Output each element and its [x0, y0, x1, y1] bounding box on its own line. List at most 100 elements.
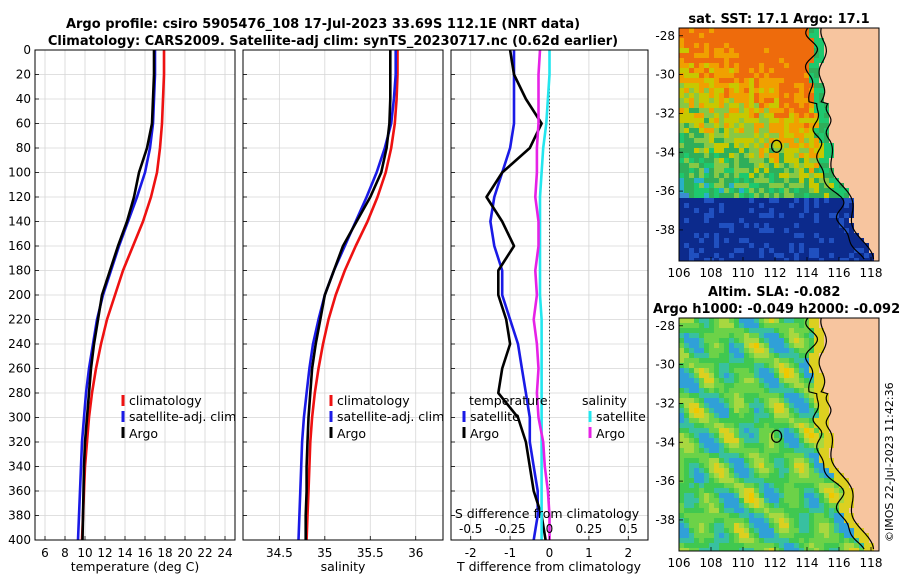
map-cell	[809, 363, 814, 368]
map-cell	[849, 93, 854, 98]
map-cell	[704, 103, 709, 108]
map-cell	[859, 398, 864, 403]
map-cell	[794, 398, 799, 403]
map-cell	[809, 78, 814, 83]
map-cell	[704, 228, 709, 233]
map-cell	[804, 463, 809, 468]
map-cell	[859, 523, 864, 528]
map-cell	[779, 398, 784, 403]
map-cell	[809, 393, 814, 398]
map-cell	[714, 458, 719, 463]
map-cell	[719, 43, 724, 48]
map-cell	[824, 533, 829, 538]
map-cell	[844, 333, 849, 338]
map-cell	[754, 383, 759, 388]
map-cell	[764, 388, 769, 393]
map-cell	[819, 238, 824, 243]
map-cell	[789, 533, 794, 538]
map-cell	[874, 258, 879, 261]
map-cell	[759, 438, 764, 443]
map-cell	[844, 503, 849, 508]
map-cell	[709, 33, 714, 38]
map-cell	[789, 143, 794, 148]
map-cell	[839, 28, 844, 33]
map-cell	[749, 203, 754, 208]
x-tick-label: -1	[504, 546, 516, 560]
map-cell	[779, 193, 784, 198]
map-cell	[749, 353, 754, 358]
map-cell	[819, 158, 824, 163]
map-cell	[819, 128, 824, 133]
map-cell	[679, 448, 684, 453]
map-cell	[844, 448, 849, 453]
map-cell	[779, 123, 784, 128]
map-cell	[794, 383, 799, 388]
map-cell	[834, 208, 839, 213]
map-cell	[769, 108, 774, 113]
map-cell	[689, 343, 694, 348]
map-cell	[734, 88, 739, 93]
map-cell	[864, 143, 869, 148]
map-cell	[684, 358, 689, 363]
map-cell	[744, 258, 749, 261]
map-cell	[724, 388, 729, 393]
map-cell	[689, 188, 694, 193]
map-cell	[779, 28, 784, 33]
map-cell	[769, 223, 774, 228]
map-cell	[759, 168, 764, 173]
map-cell	[694, 118, 699, 123]
map-cell	[844, 493, 849, 498]
map-cell	[774, 183, 779, 188]
map-cell	[819, 318, 824, 323]
map-cell	[849, 103, 854, 108]
map-cell	[719, 538, 724, 543]
map-cell	[684, 403, 689, 408]
map-cell	[764, 103, 769, 108]
map-cell	[814, 223, 819, 228]
map-cell	[694, 358, 699, 363]
map-cell	[854, 198, 859, 203]
map-cell	[759, 68, 764, 73]
map-cell	[734, 153, 739, 158]
map-cell	[804, 383, 809, 388]
map-cell	[834, 48, 839, 53]
map-cell	[819, 43, 824, 48]
map-cell	[774, 473, 779, 478]
map-cell	[739, 418, 744, 423]
map-cell	[699, 188, 704, 193]
map-cell	[789, 218, 794, 223]
map-cell	[689, 33, 694, 38]
map-cell	[839, 458, 844, 463]
map-cell	[749, 158, 754, 163]
map-cell	[814, 328, 819, 333]
map-cell	[769, 148, 774, 153]
map-cell	[814, 378, 819, 383]
map-cell	[749, 428, 754, 433]
x-tick-label: 2	[624, 546, 632, 560]
map-cell	[699, 153, 704, 158]
map-cell	[804, 188, 809, 193]
map-cell	[699, 458, 704, 463]
map-cell	[824, 198, 829, 203]
map-cell	[754, 38, 759, 43]
map-cell	[869, 128, 874, 133]
map-cell	[784, 518, 789, 523]
map-cell	[734, 448, 739, 453]
map-cell	[679, 548, 684, 551]
map-cell	[864, 518, 869, 523]
map-cell	[704, 433, 709, 438]
map-cell	[784, 93, 789, 98]
map-cell	[744, 163, 749, 168]
map-cell	[749, 548, 754, 551]
map-cell	[779, 178, 784, 183]
map-cell	[794, 328, 799, 333]
map-cell	[749, 458, 754, 463]
map-cell	[819, 183, 824, 188]
map-cell	[864, 513, 869, 518]
map-cell	[814, 28, 819, 33]
map-cell	[704, 68, 709, 73]
map-cell	[719, 183, 724, 188]
map-cell	[754, 463, 759, 468]
map-cell	[749, 53, 754, 58]
map-cell	[709, 103, 714, 108]
